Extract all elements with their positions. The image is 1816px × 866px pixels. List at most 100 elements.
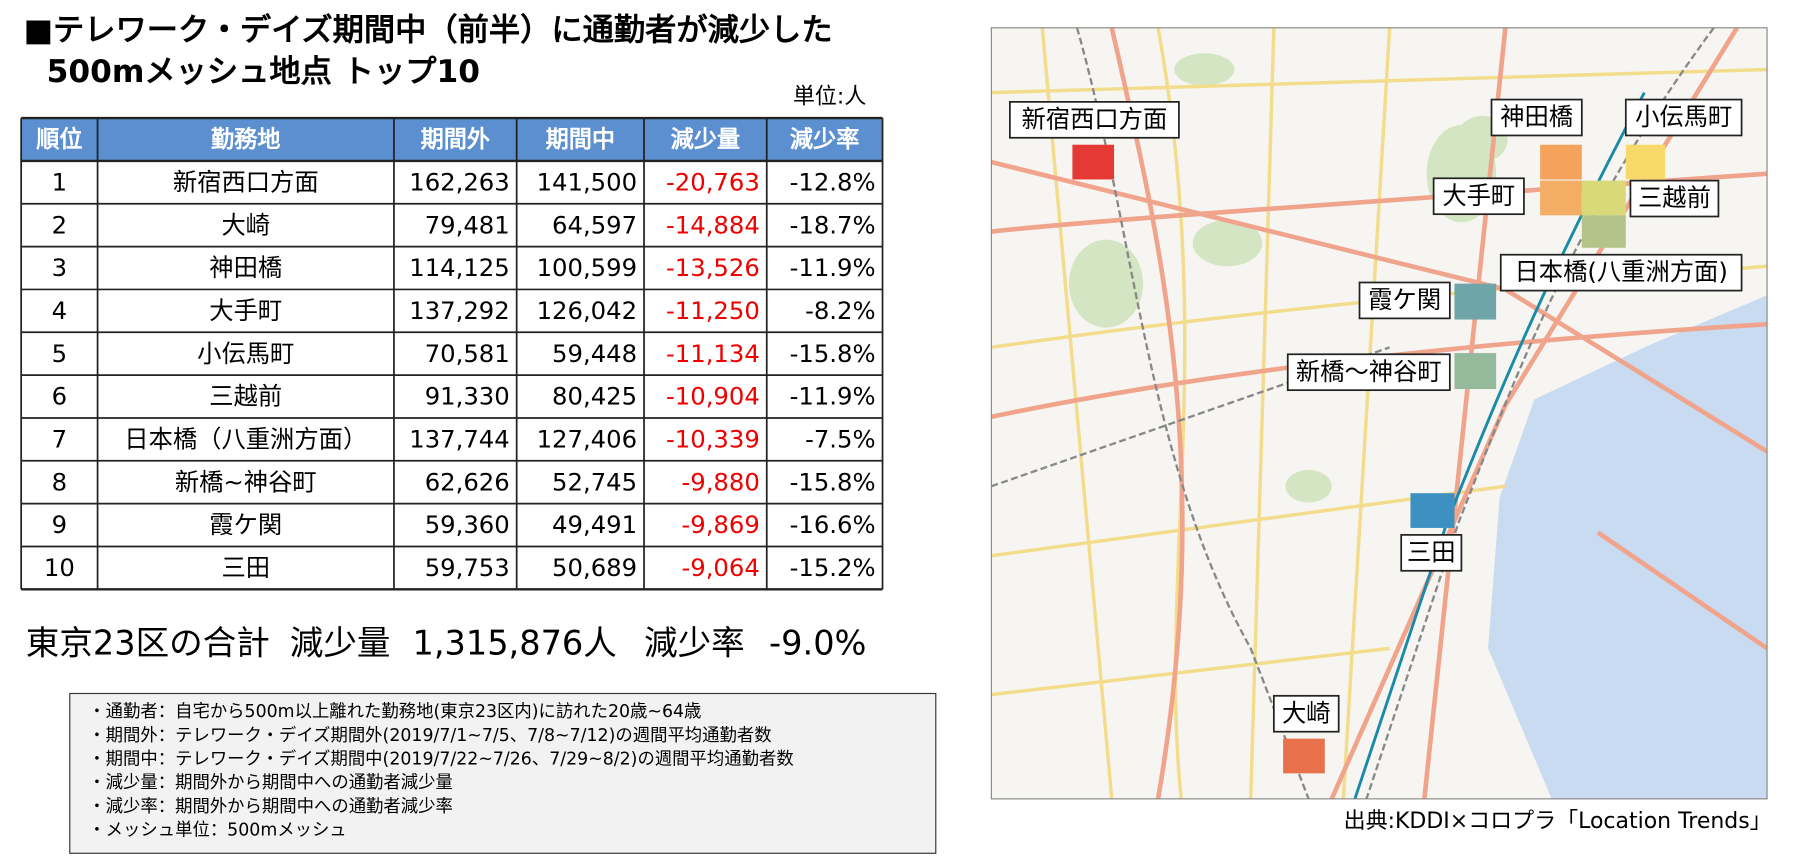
map-label: 新橋～神谷町	[1296, 357, 1442, 386]
map-label: 三田	[1407, 537, 1456, 566]
map-label-box	[1286, 353, 1451, 392]
cell: 1	[52, 168, 67, 197]
note: ・通勤者：自宅から500m以上離れた勤務地(東京23区内)に訪れた20歳~64歳	[88, 702, 701, 722]
cell: 137,744	[409, 425, 509, 454]
summary-label: 東京23区の合計	[26, 623, 270, 662]
source: 出典:KDDI×コロプラ「Location Trends」	[1344, 809, 1772, 834]
cell: -11,250	[666, 296, 760, 325]
cell: -14,884	[666, 210, 760, 239]
cell: 114,125	[409, 253, 509, 282]
map-label-box	[1400, 534, 1463, 572]
cell: 137,292	[409, 296, 509, 325]
cell: -13,526	[666, 253, 760, 282]
cell: 大手町	[209, 296, 282, 325]
cell: 49,491	[552, 510, 637, 539]
map-label: 小伝馬町	[1635, 102, 1732, 131]
cell: 127,406	[537, 425, 637, 454]
map-label-box	[1490, 98, 1583, 137]
map-label: 霞ケ関	[1368, 285, 1441, 314]
cell: -20,763	[666, 168, 760, 197]
cell: 59,753	[425, 553, 510, 582]
cell: 三越前	[209, 382, 282, 411]
map-label-box	[1358, 281, 1451, 320]
map-label: 神田橋	[1500, 102, 1573, 131]
cell: 神田橋	[209, 253, 282, 282]
cell: 大崎	[221, 210, 270, 239]
summary-label: 減少率	[644, 623, 745, 662]
map-label: 三越前	[1638, 183, 1711, 212]
map-label-box	[1432, 177, 1525, 216]
cell: 59,360	[425, 510, 510, 539]
map-label-box	[1629, 179, 1720, 218]
summary-value: -9.0%	[769, 623, 866, 662]
map-label: 新宿西口方面	[1022, 104, 1168, 133]
cell: 6	[52, 382, 67, 411]
note: ・期間外：テレワーク・デイズ期間外(2019/7/1~7/5、7/8~7/12)…	[88, 725, 771, 746]
cell: 8	[52, 467, 67, 496]
cell: -16.6%	[790, 510, 876, 539]
cell: 50,689	[552, 553, 637, 582]
note: ・減少量：期間外から期間中への通勤者減少量	[88, 773, 453, 793]
cell: -11,134	[666, 339, 760, 368]
header-cell: 期間外	[421, 126, 490, 153]
cell: 霞ケ関	[209, 510, 282, 539]
cell: 80,425	[552, 382, 637, 411]
map-label-box	[1009, 101, 1180, 139]
map-label: 日本橋(八重洲方面)	[1515, 257, 1728, 286]
note: ・メッシュ単位：500mメッシュ	[88, 821, 346, 841]
cell: 141,500	[537, 168, 637, 197]
cell: 新橋~神谷町	[175, 467, 317, 496]
cell: 9	[52, 510, 67, 539]
summary-label: 減少量	[290, 623, 391, 662]
cell: -9,880	[681, 467, 759, 496]
header-cell: 減少率	[790, 126, 859, 153]
cell: 日本橋（八重洲方面）	[124, 425, 367, 454]
cell: 126,042	[537, 296, 637, 325]
map-frame	[990, 27, 1768, 800]
cell: -11.9%	[790, 382, 876, 411]
cell: -15.2%	[790, 553, 876, 582]
cell: -9,869	[681, 510, 759, 539]
cell: 59,448	[552, 339, 637, 368]
cell: 7	[52, 425, 67, 454]
header-cell: 勤務地	[211, 126, 280, 153]
notes-box	[69, 692, 937, 854]
title: ■テレワーク・デイズ期間中（前半）に通勤者が減少した	[23, 11, 832, 48]
cell: 4	[52, 296, 67, 325]
notes: ・通勤者：自宅から500m以上離れた勤務地(東京23区内)に訪れた20歳~64歳…	[88, 702, 793, 841]
cell: -10,904	[666, 382, 760, 411]
cell: 新宿西口方面	[173, 168, 319, 197]
cell: -12.8%	[790, 168, 876, 197]
header-cell: 減少量	[671, 127, 740, 153]
header-cell: 期間中	[546, 127, 615, 153]
cell: -7.5%	[805, 425, 875, 454]
cell: 79,481	[425, 210, 510, 239]
cell: 70,581	[425, 339, 510, 368]
cell: -15.8%	[790, 467, 876, 496]
map-label-box	[1499, 253, 1743, 292]
summary-value: 1,315,876人	[412, 623, 616, 662]
cell: -15.8%	[790, 339, 876, 368]
cell: 3	[52, 253, 67, 282]
map-label: 大手町	[1442, 181, 1515, 210]
note: ・減少率：期間外から期間中への通勤者減少率	[88, 797, 453, 817]
title: 500mメッシュ地点 トップ10	[47, 54, 480, 90]
map-label-box	[1624, 98, 1743, 137]
cell: 52,745	[552, 467, 637, 496]
cell: -18.7%	[790, 210, 876, 239]
cell: 5	[52, 339, 67, 368]
header-cell: 順位	[36, 126, 82, 153]
table: 順位 勤務地 期間外 期間中 減少量 減少率 1 新宿西口方面 162,263 141,500 -2…	[20, 116, 884, 591]
cell: 小伝馬町	[197, 339, 294, 368]
cell: 三田	[221, 553, 270, 582]
cell: 162,263	[409, 168, 509, 197]
header-bg	[21, 118, 883, 161]
cell: -10,339	[666, 425, 760, 454]
cell: 100,599	[537, 253, 637, 282]
cell: -11.9%	[790, 253, 876, 282]
summary: 東京23区の合計 減少量 1,315,876人 減少率 -9.0%	[26, 623, 867, 662]
cell: 2	[52, 210, 67, 239]
unit: 単位:人	[793, 84, 866, 109]
